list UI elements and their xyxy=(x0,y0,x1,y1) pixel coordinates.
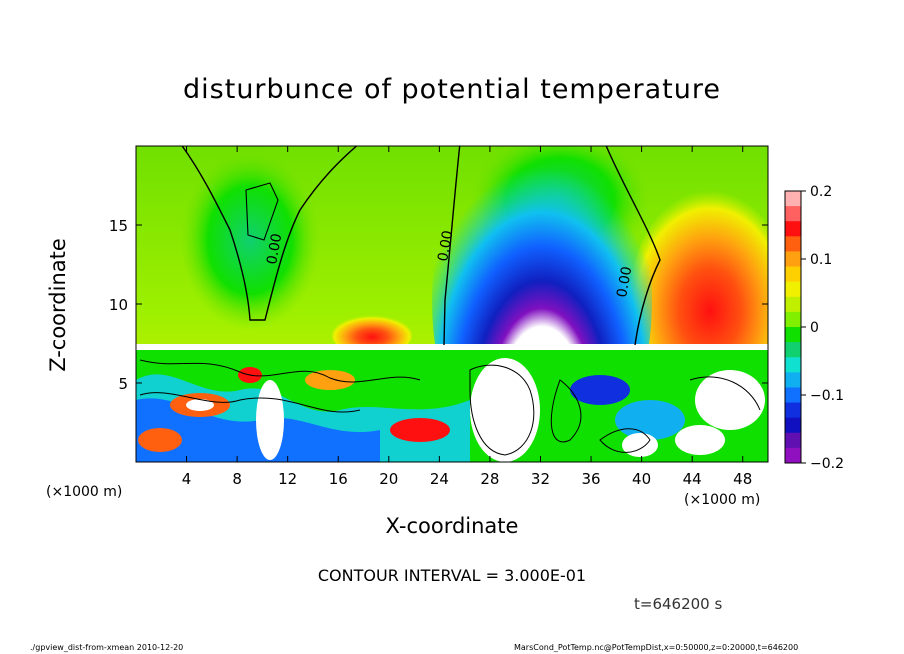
x-tick-label: 36 xyxy=(581,470,600,488)
y-axis: 5 10 15 xyxy=(109,217,768,393)
x-axis: 4 8 12 16 20 24 28 32 36 40 44 48 xyxy=(182,146,752,488)
x-tick-label: 8 xyxy=(232,470,242,488)
colorbar-tick-label: −0.1 xyxy=(810,388,844,404)
x-tick-label: 4 xyxy=(182,470,192,488)
x-unit-label: (×1000 m) xyxy=(46,484,123,500)
colorbar-band xyxy=(785,236,801,252)
x-tick-label: 20 xyxy=(379,470,398,488)
x-tick-label: 28 xyxy=(480,470,499,488)
contour-label: 0.00 xyxy=(614,265,635,298)
x-axis-label: X-coordinate xyxy=(385,514,519,538)
y-tick-label: 5 xyxy=(118,375,128,393)
colorbar-band xyxy=(785,251,801,268)
colorbar-tick-label: −0.2 xyxy=(810,456,844,472)
x-tick-label: 48 xyxy=(733,470,752,488)
footer-left: ./gpview_dist-from-xmean 2010-12-20 xyxy=(30,643,184,652)
colorbar-band xyxy=(785,387,801,404)
y-tick-label: 10 xyxy=(109,296,128,314)
colorbar-tick-label: 0.2 xyxy=(810,184,832,200)
colorbar-band xyxy=(785,206,801,222)
colorbar xyxy=(785,191,801,464)
colorbar-band xyxy=(785,191,801,207)
colorbar-band xyxy=(785,311,801,328)
colorbar-band xyxy=(785,221,801,237)
chart-title: disturbunce of potential temperature xyxy=(183,74,721,105)
colorbar-band xyxy=(785,266,801,283)
colorbar-band xyxy=(785,281,801,298)
colorbar-band xyxy=(785,357,801,373)
colorbar-band xyxy=(785,432,801,449)
colorbar-band xyxy=(785,327,801,343)
colorbar-tick-label: 0 xyxy=(810,320,819,336)
colorbar-ticks: 0.2 0.1 0 −0.1 −0.2 xyxy=(801,184,844,472)
y-axis-label: Z-coordinate xyxy=(46,238,70,372)
heatmap-field xyxy=(136,146,768,462)
time-stamp: t=646200 s xyxy=(634,595,723,613)
colorbar-band xyxy=(785,417,801,434)
x-tick-label: 44 xyxy=(683,470,702,488)
x-tick-label: 32 xyxy=(531,470,550,488)
contour-label: 0.00 xyxy=(264,232,285,265)
contour-label: 0.00 xyxy=(435,229,456,262)
y-tick-label: 15 xyxy=(109,217,128,235)
colorbar-band xyxy=(785,372,801,388)
x-tick-label: 12 xyxy=(278,470,297,488)
colorbar-band xyxy=(785,342,801,358)
colorbar-band xyxy=(785,402,801,419)
x-tick-label: 16 xyxy=(329,470,348,488)
x-tick-label: 40 xyxy=(632,470,651,488)
x-tick-label: 24 xyxy=(430,470,449,488)
contour-interval: CONTOUR INTERVAL = 3.000E-01 xyxy=(317,566,587,585)
colorbar-band xyxy=(785,296,801,313)
footer-right: MarsCond_PotTemp.nc@PotTempDist,x=0:5000… xyxy=(514,643,799,652)
colorbar-tick-label: 0.1 xyxy=(810,252,832,268)
colorbar-band xyxy=(785,447,801,464)
x-unit-label: (×1000 m) xyxy=(684,492,761,508)
